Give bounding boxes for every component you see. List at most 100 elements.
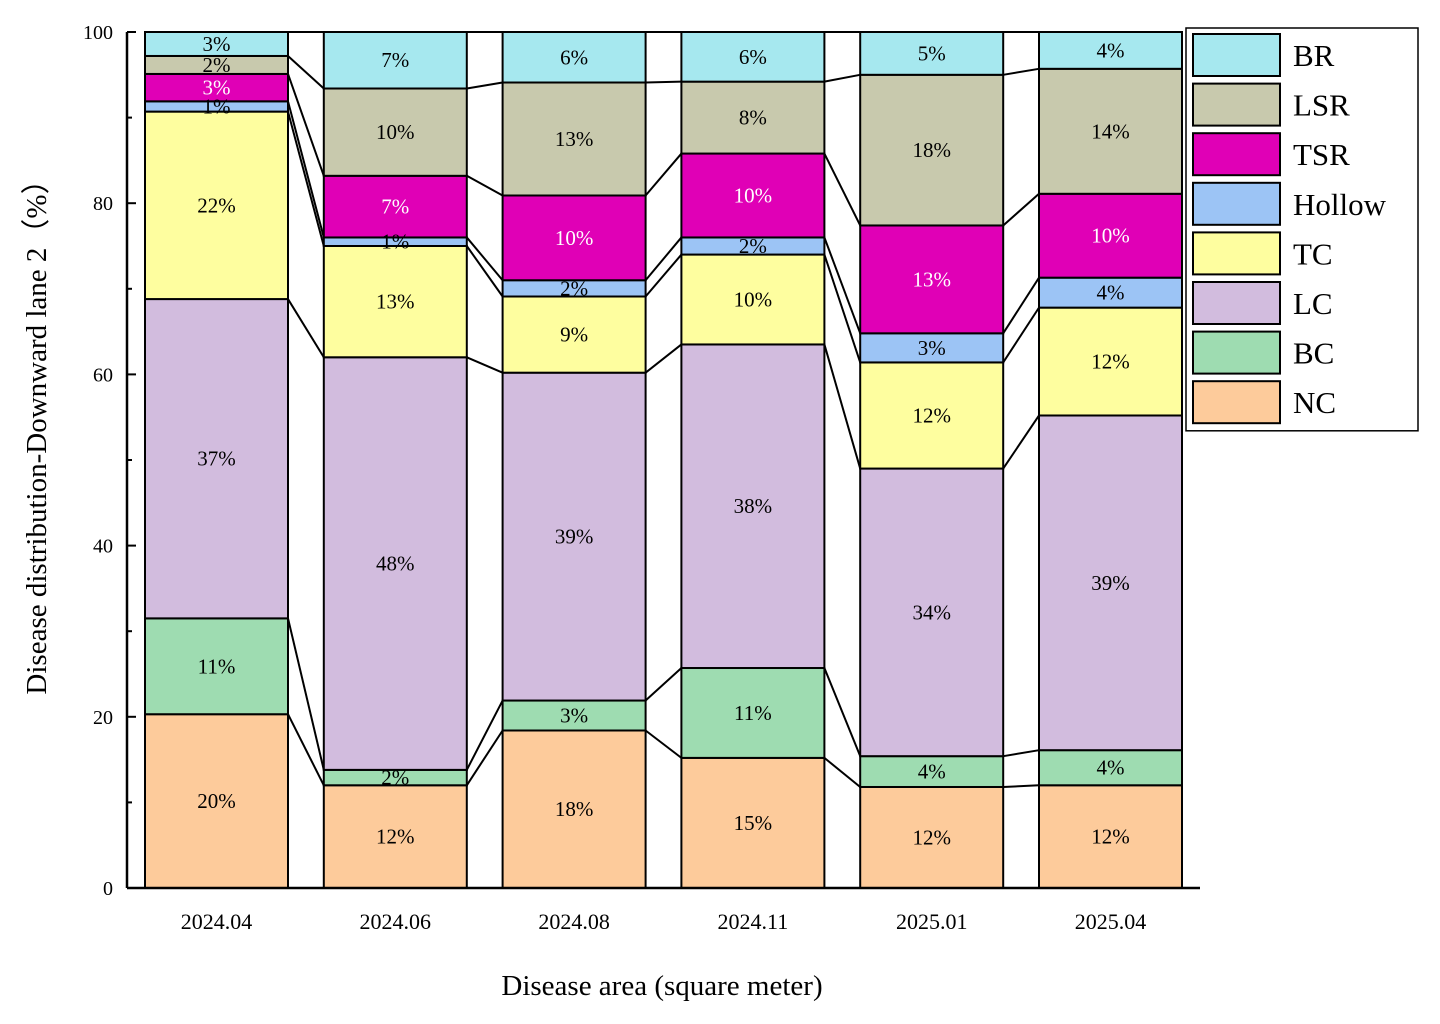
connector-line xyxy=(823,757,861,788)
legend-label-hollow: Hollow xyxy=(1293,187,1387,222)
data-label-bc-2024.11: 11% xyxy=(734,701,772,725)
data-label-lsr-2024.04: 2% xyxy=(203,53,231,77)
data-label-hollow-2024.08: 2% xyxy=(560,276,588,300)
connector-line xyxy=(465,700,504,771)
bar-segment-lc-2024.04 xyxy=(144,298,289,620)
bar-segment-lc-2025.01 xyxy=(859,467,1005,758)
bar-segment-br-2024.06 xyxy=(322,31,468,90)
legend-swatch-tsr xyxy=(1192,132,1281,177)
data-label-lsr-2024.08: 13% xyxy=(555,127,594,151)
bars xyxy=(144,31,1183,890)
connector-line xyxy=(645,80,682,84)
bar-segment-br-2024.04 xyxy=(144,31,289,57)
data-label-br-2024.04: 3% xyxy=(203,32,231,56)
x-tick-label: 2024.06 xyxy=(360,909,432,934)
data-label-tc-2025.01: 12% xyxy=(912,403,951,427)
bar-segment-lc-2024.11 xyxy=(680,343,826,670)
data-label-nc-2025.01: 12% xyxy=(912,825,951,849)
data-label-bc-2025.04: 4% xyxy=(1097,756,1125,780)
data-label-tsr-2024.06: 7% xyxy=(381,195,409,219)
bar-segment-lsr-2025.04 xyxy=(1038,67,1183,195)
connector-line xyxy=(644,729,683,759)
connector-line xyxy=(287,55,325,90)
bar-segment-tsr-2024.06 xyxy=(322,174,468,239)
legend-swatch-lsr xyxy=(1192,82,1281,127)
bar-segment-hollow-2025.01 xyxy=(859,332,1005,364)
legend: BR LSR TSR Hollow TC LC BC NC xyxy=(1185,27,1419,432)
bar-segment-br-2025.01 xyxy=(859,31,1005,76)
connector-line xyxy=(824,73,861,83)
connector-line xyxy=(1002,193,1040,227)
y-tick-label: 60 xyxy=(93,364,113,386)
bar-segment-lc-2024.08 xyxy=(501,371,647,702)
connector-line xyxy=(644,667,683,702)
y-tick-label: 80 xyxy=(93,193,113,215)
bar-segment-nc-2024.04 xyxy=(144,713,289,889)
connector-line xyxy=(823,237,862,334)
data-label-br-2024.06: 7% xyxy=(381,48,409,72)
data-label-tc-2024.04: 22% xyxy=(197,193,236,217)
connector-line xyxy=(287,713,325,786)
connector-line xyxy=(466,236,504,281)
data-label-tsr-2024.11: 10% xyxy=(734,183,773,207)
y-axis-title: Disease distribution-Downward lane 2（%） xyxy=(21,165,53,694)
x-tick-label: 2025.01 xyxy=(896,909,968,934)
bar-segment-tc-2024.06 xyxy=(322,245,468,359)
connector-line xyxy=(466,81,503,90)
data-label-br-2025.01: 5% xyxy=(918,41,946,65)
bar-segment-nc-2024.08 xyxy=(501,729,647,889)
bar-segment-br-2025.04 xyxy=(1038,31,1183,70)
legend-label-tsr: TSR xyxy=(1293,137,1350,172)
y-tick-label: 100 xyxy=(83,22,113,44)
bar-segment-tc-2025.01 xyxy=(859,361,1005,470)
data-label-hollow-2025.01: 3% xyxy=(918,336,946,360)
data-label-tc-2024.06: 13% xyxy=(376,290,415,314)
bar-segment-tsr-2025.04 xyxy=(1038,192,1183,279)
bar-segment-lc-2024.06 xyxy=(322,356,468,771)
connector-line xyxy=(1003,67,1040,76)
data-label-nc-2024.06: 12% xyxy=(376,825,415,849)
data-label-lc-2025.01: 34% xyxy=(912,600,951,624)
data-label-hollow-2024.06: 1% xyxy=(381,230,409,254)
data-label-tsr-2024.08: 10% xyxy=(555,226,594,250)
segment-labels: 20%11%37%22%1%3%2%3%12%2%48%13%1%7%10%7%… xyxy=(197,32,1130,850)
data-label-tsr-2025.04: 10% xyxy=(1091,224,1130,248)
x-tick-label: 2024.04 xyxy=(181,909,253,934)
bar-segment-nc-2024.06 xyxy=(322,784,468,890)
connector-line xyxy=(465,729,504,786)
data-label-bc-2024.06: 2% xyxy=(381,766,409,790)
legend-swatch-hollow xyxy=(1192,181,1281,226)
connector-line xyxy=(644,343,683,374)
data-label-nc-2024.11: 15% xyxy=(734,811,773,835)
data-label-tc-2025.04: 12% xyxy=(1091,350,1130,374)
x-tick-label: 2024.08 xyxy=(538,909,610,934)
data-label-br-2024.08: 6% xyxy=(560,45,588,69)
legend-swatch-bc xyxy=(1192,330,1281,375)
connector-line xyxy=(465,245,504,298)
data-label-lc-2024.06: 48% xyxy=(376,552,415,576)
legend-label-bc: BC xyxy=(1293,336,1334,371)
data-label-lsr-2024.06: 10% xyxy=(376,120,415,144)
bar-segment-bc-2025.04 xyxy=(1038,749,1183,787)
bar-segment-hollow-2025.04 xyxy=(1038,276,1183,309)
connector-line xyxy=(287,618,325,771)
bar-segment-nc-2024.11 xyxy=(680,756,826,889)
connector-line xyxy=(644,236,683,281)
legend-label-tc: TC xyxy=(1293,236,1333,271)
legend-label-lsr: LSR xyxy=(1293,88,1350,123)
bar-segment-tc-2024.04 xyxy=(144,110,289,301)
connector-line xyxy=(1003,784,1040,788)
legend-swatch-br xyxy=(1192,33,1281,77)
bar-segment-br-2024.08 xyxy=(501,31,647,84)
connector-line xyxy=(823,667,862,757)
bar-segment-lsr-2024.11 xyxy=(680,80,826,155)
axes: 0 20 40 60 80 100 2024.04 2024.06 2024.08 2024.11… xyxy=(83,22,1200,934)
connector-line xyxy=(1002,414,1040,470)
y-tick-label: 20 xyxy=(93,707,113,729)
data-label-bc-2024.08: 3% xyxy=(560,704,588,728)
bar-segment-tc-2024.11 xyxy=(680,253,826,346)
data-label-nc-2025.04: 12% xyxy=(1091,825,1130,849)
data-label-hollow-2025.04: 4% xyxy=(1097,281,1125,305)
data-label-lsr-2025.01: 18% xyxy=(912,138,951,162)
